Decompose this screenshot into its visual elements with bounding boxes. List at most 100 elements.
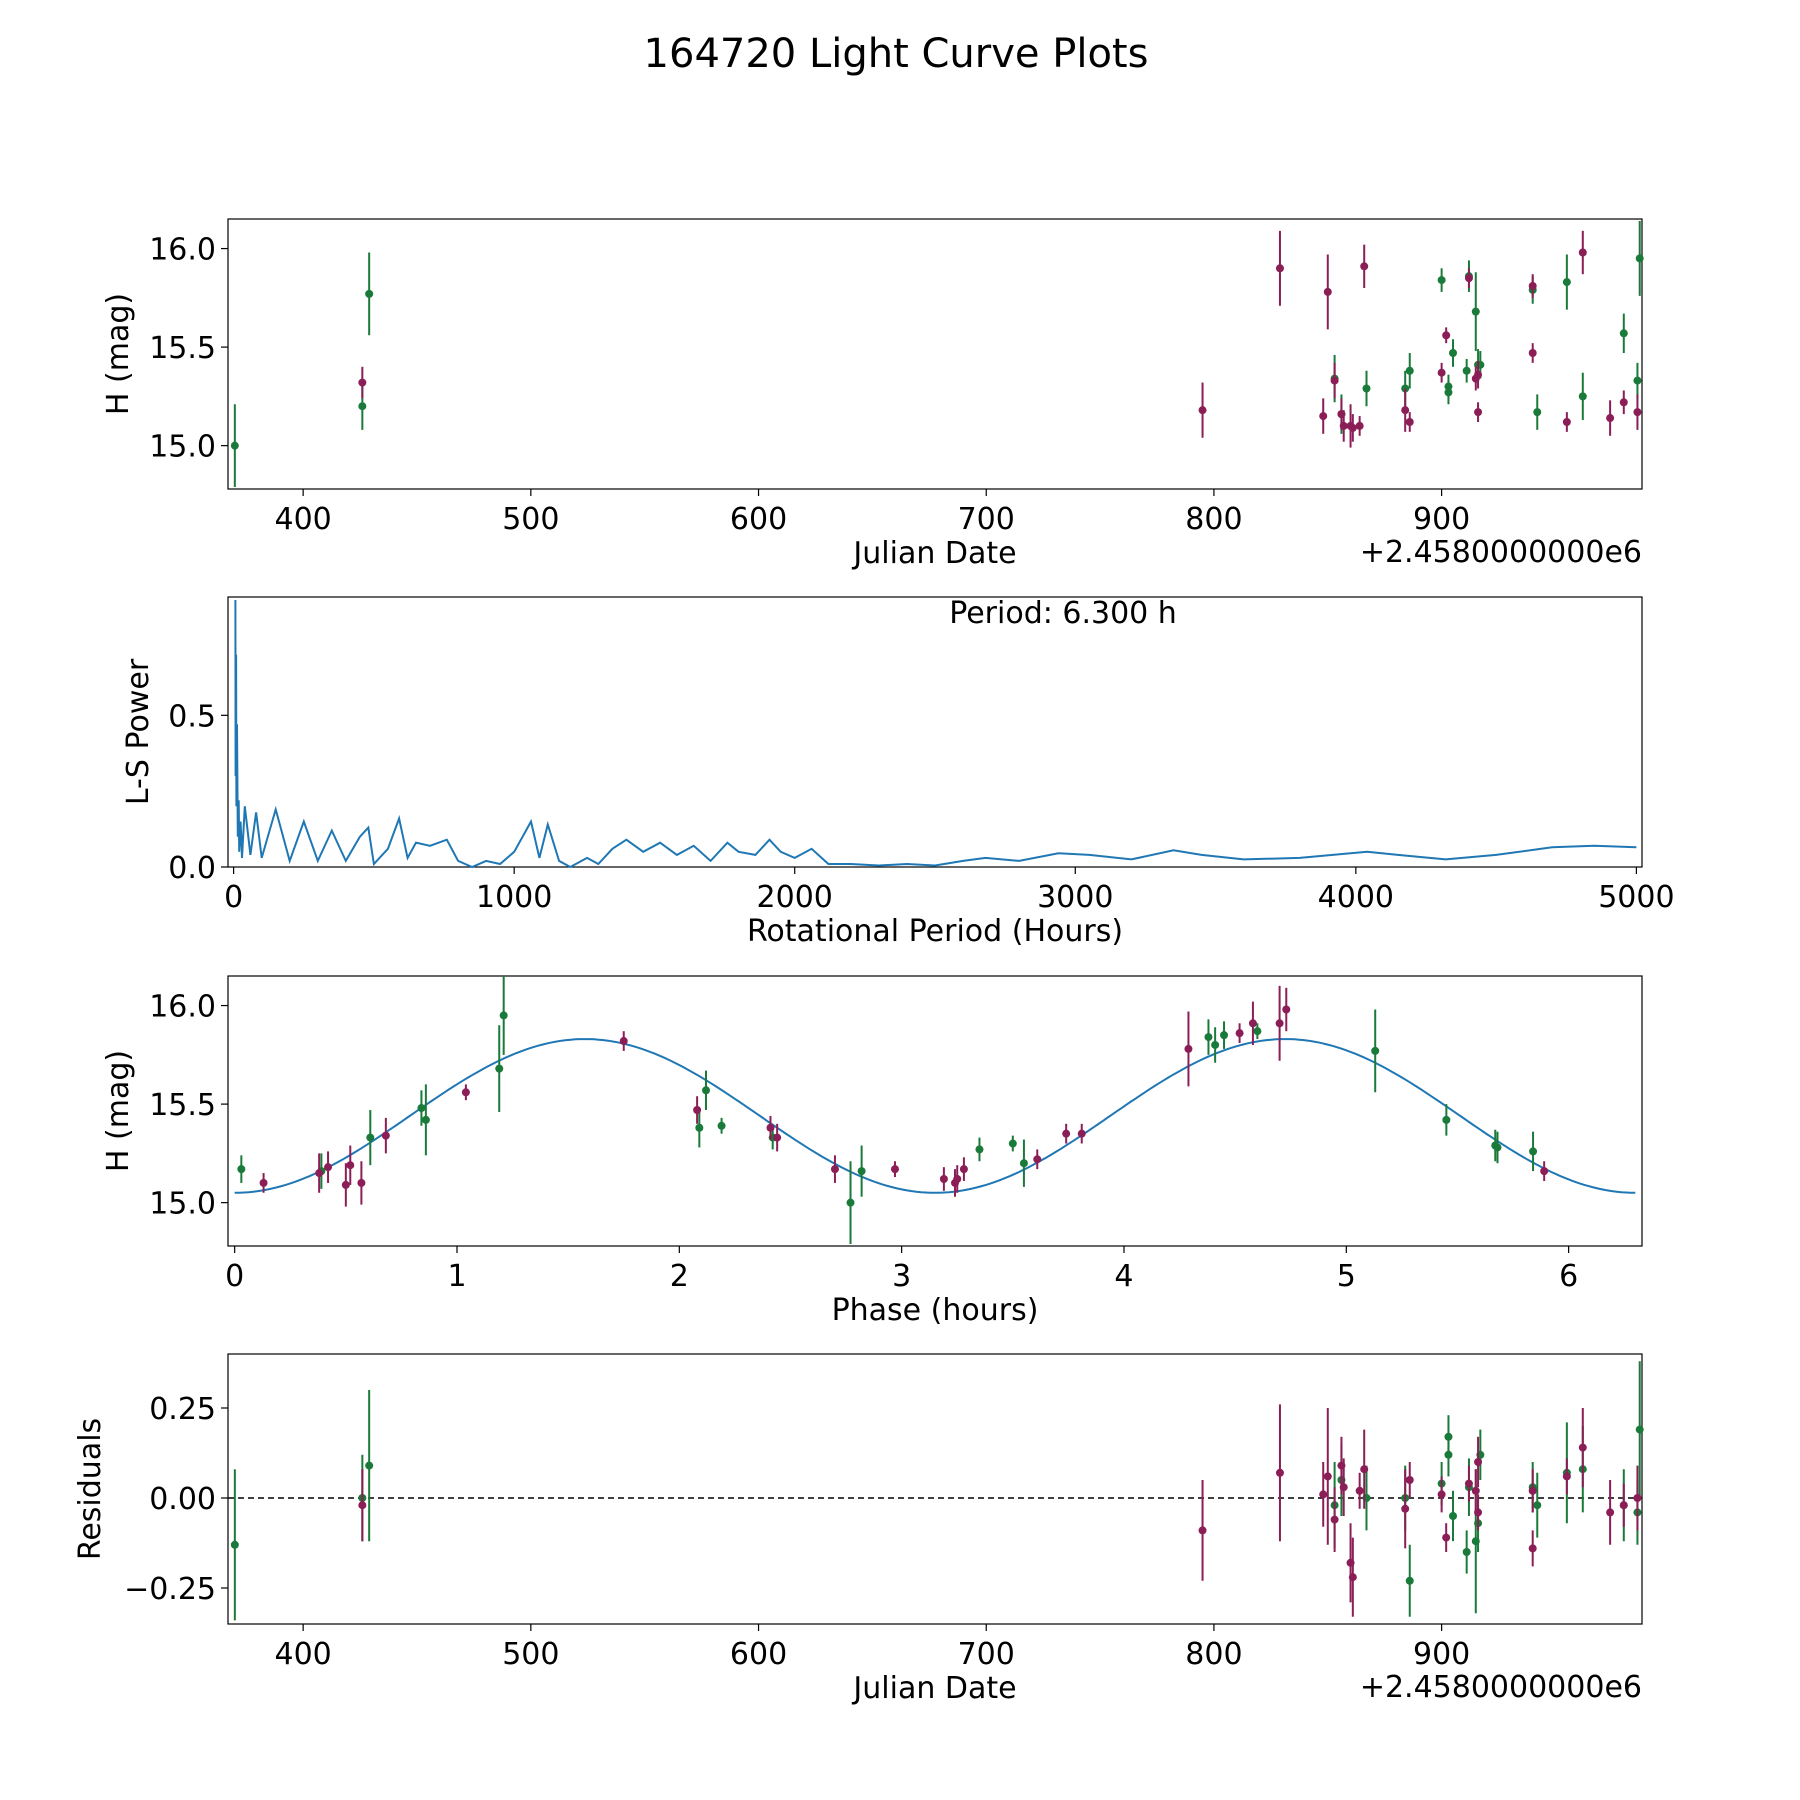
residuals-data-point: [1348, 1573, 1357, 1582]
residuals-data-point: [365, 1461, 374, 1470]
light-curve-data-point: [358, 402, 367, 411]
figure-title: 164720 Light Curve Plots: [644, 31, 1149, 77]
phased-xtick-label: 1: [447, 1259, 466, 1294]
phased-data-point: [357, 1178, 366, 1187]
periodogram-xticks: 0 1000 2000 3000 4000 5000: [224, 867, 1675, 915]
phased-data-point: [315, 1169, 324, 1178]
residuals-data-point: [1275, 1468, 1284, 1477]
phased-frame: [227, 975, 1643, 1247]
light-curve-data-point: [1339, 421, 1348, 430]
residuals-data-point: [1635, 1425, 1644, 1434]
residuals-data-point: [1533, 1501, 1542, 1510]
phased-ytick-label: 15.5: [149, 1088, 216, 1123]
residuals-data-point: [1323, 1472, 1332, 1481]
phased-data-point: [1033, 1155, 1042, 1164]
phased-data-point: [1248, 1019, 1257, 1028]
light-curve-data-point: [1198, 406, 1207, 415]
residuals-data-point: [1339, 1483, 1348, 1492]
residuals-data-point: [1619, 1501, 1628, 1510]
residuals-ytick-label: 0.00: [149, 1482, 216, 1517]
phased-xtick-label: 3: [892, 1259, 911, 1294]
phased-marks: [234, 976, 1636, 1245]
phased-data-point: [1282, 1005, 1291, 1014]
phased-ytick-label: 16.0: [149, 990, 216, 1025]
phased-data-point: [1019, 1159, 1028, 1168]
light-curve-data-point: [1401, 406, 1410, 415]
residuals-xtick-label: 800: [1185, 1637, 1242, 1672]
light-curve-xlabel: Julian Date: [851, 536, 1016, 571]
phased-data-point: [1211, 1040, 1220, 1049]
light-curve-data-point: [230, 441, 239, 450]
phased-data-point: [1371, 1046, 1380, 1055]
light-curve-xtick-label: 900: [1413, 502, 1470, 537]
light-curve-xtick-label: 800: [1185, 502, 1242, 537]
phased-xtick-label: 2: [670, 1259, 689, 1294]
phased-data-point: [1275, 1019, 1284, 1028]
light-curve-data-point: [1319, 412, 1328, 421]
light-curve-data-point: [1533, 408, 1542, 417]
light-curve-data-point: [1437, 368, 1446, 377]
light-curve-data-point: [1528, 282, 1537, 291]
periodogram-frame: [227, 596, 1643, 868]
residuals-data-point: [358, 1501, 367, 1510]
phased-data-point: [1442, 1115, 1451, 1124]
phased-xticks: 0 1 2 3 4 5 6: [225, 1246, 1578, 1294]
light-curve-data-point: [365, 289, 374, 298]
residuals-xlabel: Julian Date: [851, 1671, 1016, 1706]
light-curve-data-point: [1578, 392, 1587, 401]
residuals-data-point: [1330, 1515, 1339, 1524]
residuals-data-point: [1360, 1465, 1369, 1474]
periodogram-xtick-label: 5000: [1598, 880, 1674, 915]
residuals-data-point: [1633, 1494, 1642, 1502]
periodogram-xtick-label: 2000: [757, 880, 833, 915]
phased-data-point: [959, 1165, 968, 1174]
residuals-xtick-label: 400: [275, 1637, 332, 1672]
periodogram-xtick-label: 4000: [1318, 880, 1394, 915]
residuals-data-point: [1474, 1458, 1483, 1466]
light-curve-x-offset: +2.4580000000e6: [1360, 535, 1642, 570]
phased-data-point: [1235, 1029, 1244, 1038]
residuals-xtick-label: 900: [1413, 1637, 1470, 1672]
phased-yticks: 15.0 15.5 16.0: [149, 990, 228, 1222]
light-curve-xtick-label: 500: [502, 502, 559, 537]
phased-data-point: [1008, 1139, 1017, 1148]
light-curve-data-point: [1474, 370, 1483, 379]
phased-data-point: [975, 1145, 984, 1154]
phased-data-point: [461, 1088, 470, 1097]
light-curve-data-point: [1619, 329, 1628, 338]
light-curve-data-point: [1360, 262, 1369, 271]
phased-data-point: [1062, 1129, 1071, 1138]
light-curve-xticks: 400 500 600 700 800 900: [275, 489, 1470, 537]
phased-xlabel: Phase (hours): [832, 1293, 1039, 1328]
light-curve-data-point: [1635, 254, 1644, 263]
periodogram-panel: 0.0 0.5 0 1000 2000 3000 4000 5000 Period: 6.3…: [121, 596, 1675, 949]
phased-data-point: [259, 1178, 268, 1187]
light-curve-panel: 15.0 15.5 16.0 400 500 600 700 800 900 Julian D…: [101, 218, 1644, 571]
phased-xtick-label: 5: [1337, 1259, 1356, 1294]
phased-data-point: [857, 1167, 866, 1176]
light-curve-data-point: [1355, 421, 1364, 430]
phased-data-point: [495, 1064, 504, 1073]
periodogram-ytick-label: 0.0: [168, 851, 216, 886]
light-curve-data-point: [1405, 417, 1414, 426]
phased-model-curve: [234, 1038, 1636, 1194]
periodogram-power-line: [234, 599, 1637, 869]
light-curve-marks: [230, 220, 1644, 488]
phased-panel: 15.0 15.5 16.0 0 1 2 3 4 5 6 Phase (hours) H (ma…: [101, 975, 1643, 1328]
light-curve-data-point: [1330, 376, 1339, 385]
periodogram-yticks: 0.0 0.5: [168, 699, 228, 886]
phased-data-point: [417, 1104, 426, 1113]
residuals-data-point: [1405, 1576, 1414, 1585]
light-curve-ytick-label: 15.0: [149, 430, 216, 465]
residuals-marks: [228, 1361, 1644, 1621]
residuals-ylabel: Residuals: [73, 1418, 108, 1560]
periodogram-xtick-label: 1000: [476, 880, 552, 915]
residuals-data-point: [1355, 1486, 1364, 1495]
light-curve-yticks: 15.0 15.5 16.0: [149, 233, 228, 465]
phased-data-point: [693, 1106, 702, 1115]
light-curve-xtick-label: 400: [275, 502, 332, 537]
phased-data-point: [1493, 1143, 1502, 1152]
phased-xtick-label: 6: [1559, 1259, 1578, 1294]
phased-data-point: [421, 1115, 430, 1124]
